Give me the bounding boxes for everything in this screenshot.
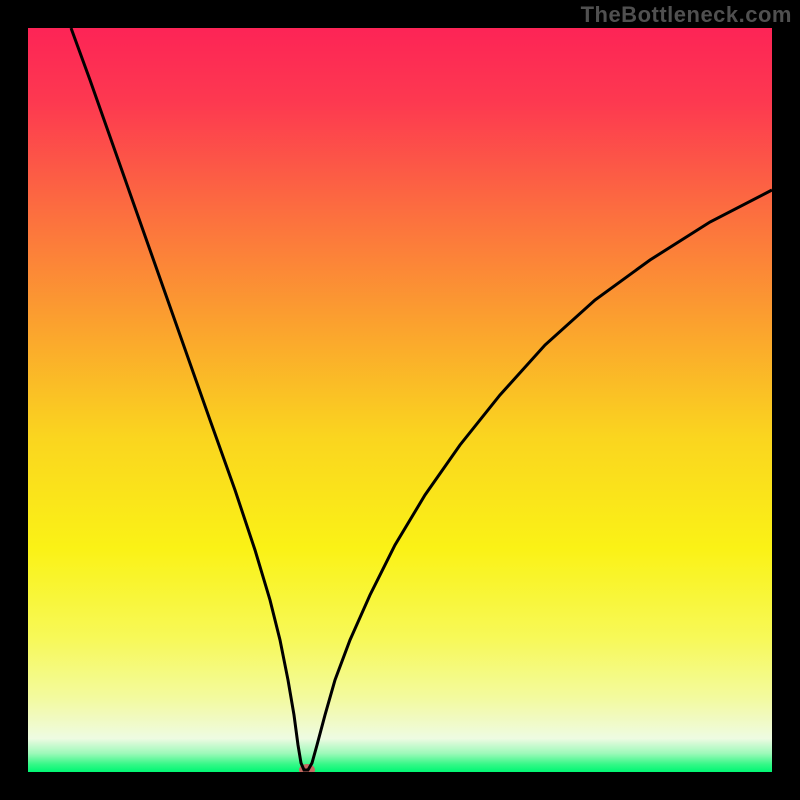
bottleneck-chart	[0, 0, 800, 800]
plot-background	[28, 28, 772, 772]
watermark-text: TheBottleneck.com	[581, 2, 792, 28]
border-bottom	[0, 772, 800, 800]
border-left	[0, 0, 28, 800]
border-right	[772, 0, 800, 800]
